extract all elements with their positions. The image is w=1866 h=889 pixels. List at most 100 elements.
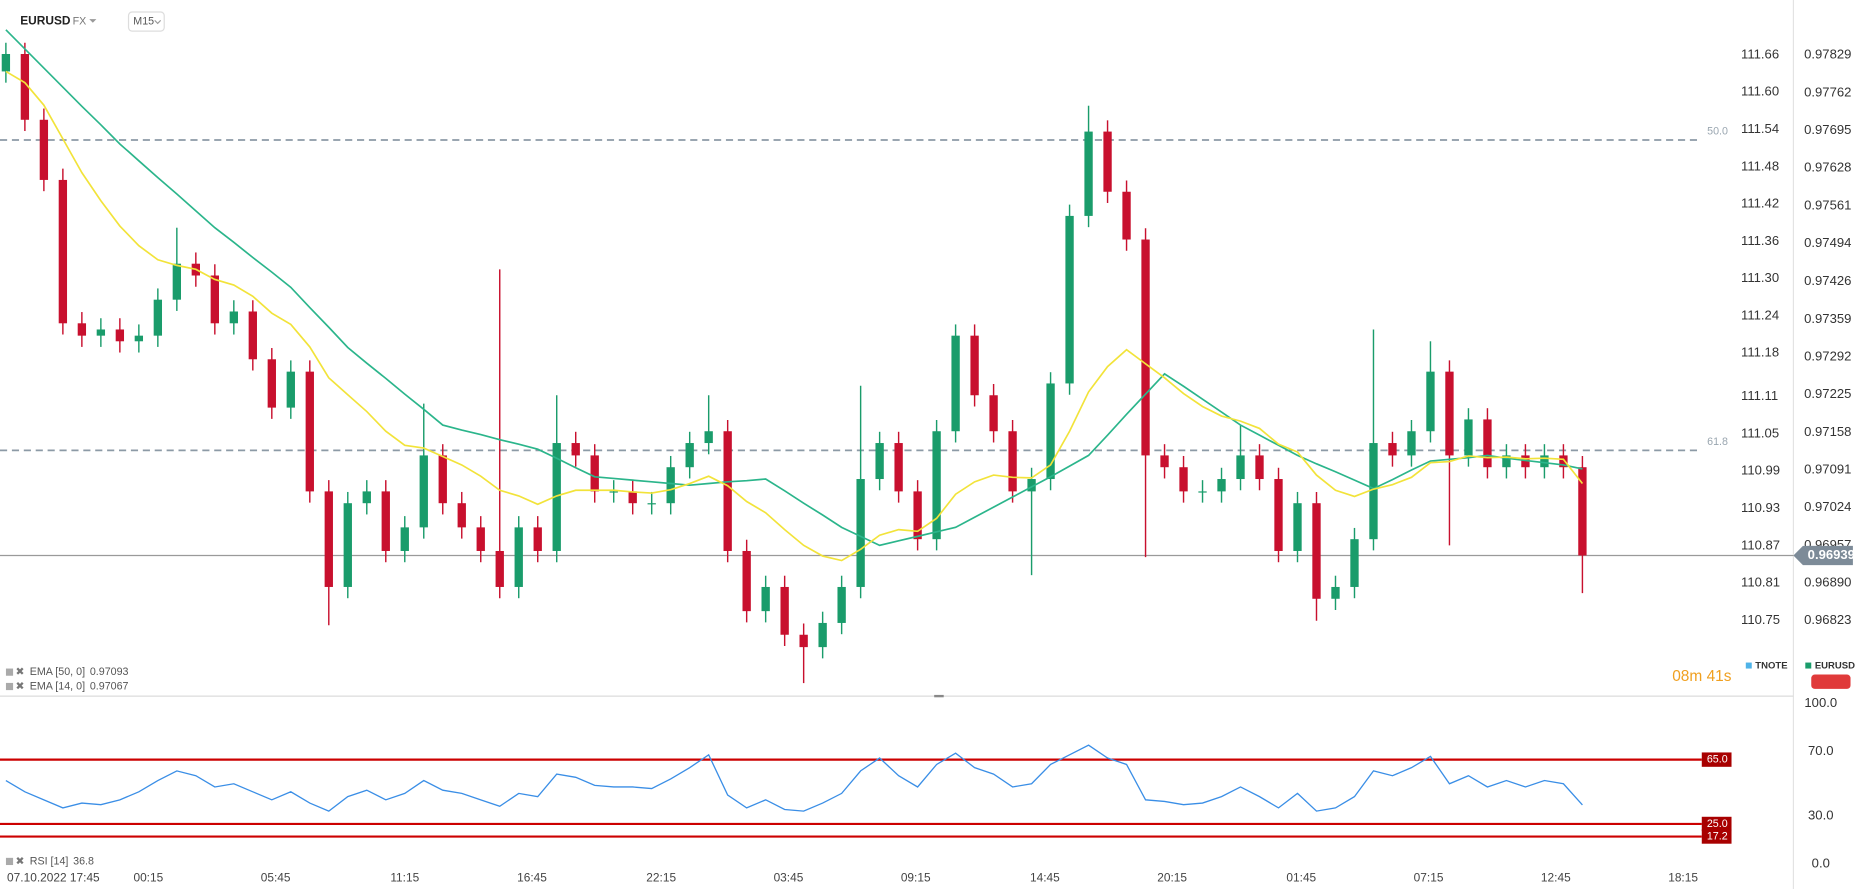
level-badge — [1701, 752, 1732, 767]
candle-body — [666, 467, 675, 504]
y2-tick-label: 111.36 — [1741, 233, 1779, 248]
legend-swatch — [1745, 662, 1752, 669]
candle-body — [1, 53, 11, 72]
y-tick-label: 0.97225 — [1804, 386, 1851, 401]
candle-body — [457, 503, 466, 528]
legend-icon — [5, 857, 14, 866]
indicator-line — [5, 70, 1584, 562]
candle-body — [1312, 503, 1321, 599]
y-tick-label: 0.97426 — [1804, 273, 1851, 288]
candle-body — [362, 491, 371, 504]
legend-value: 36.8 — [73, 855, 94, 867]
candle-body — [875, 443, 884, 480]
candle-body — [1236, 455, 1245, 480]
y2-tick-label: 110.93 — [1741, 500, 1780, 515]
candle-body — [837, 586, 846, 623]
candle-body — [628, 491, 637, 504]
candle-body — [324, 491, 333, 587]
candle-body — [1407, 431, 1416, 456]
timeframe[interactable]: M15 — [133, 15, 154, 27]
legend-remove[interactable]: ✖ — [15, 855, 24, 867]
candle-body — [1483, 419, 1492, 468]
candle-body — [1084, 131, 1093, 216]
x-tick-label: 20:15 — [1157, 870, 1187, 884]
level-badge — [1701, 829, 1732, 844]
legend-name: EMA [50, 0] — [30, 666, 85, 678]
y2-tick-label: 111.66 — [1741, 46, 1779, 61]
level-badge — [1701, 816, 1732, 832]
legend-name: RSI [14] — [30, 855, 69, 867]
candle-body — [39, 119, 49, 180]
candle-body — [647, 503, 656, 505]
candle-body — [1445, 371, 1454, 456]
countdown: 08m 41s — [1672, 668, 1732, 685]
y2-tick-label: 111.05 — [1741, 425, 1779, 440]
last-price-tag — [1793, 545, 1853, 566]
y-tick-label: 0.97494 — [1804, 235, 1851, 250]
timeframe-box[interactable] — [127, 11, 165, 32]
candle-body — [552, 443, 561, 551]
y-tick-label: 0.97091 — [1804, 461, 1851, 476]
level-label: 17.2 — [1707, 830, 1728, 842]
candle-body — [134, 335, 144, 342]
market: FX — [73, 15, 87, 27]
legend-entry: EMA [50, 0] 0.97093 — [30, 666, 129, 678]
candle-body — [761, 586, 770, 612]
y2-tick-label: 111.60 — [1741, 84, 1779, 99]
candle-body — [856, 479, 865, 587]
market-dropdown[interactable] — [89, 19, 97, 23]
candle-body — [172, 263, 182, 300]
candle-body — [1293, 503, 1302, 551]
candle-body — [970, 335, 979, 396]
x-tick-label: 00:15 — [133, 870, 163, 884]
level-label: 61.8 — [1707, 436, 1728, 448]
candle-body — [818, 622, 827, 648]
candle-body — [381, 491, 390, 551]
candle-body — [1122, 191, 1131, 240]
candle-body — [115, 329, 125, 342]
candle-body — [20, 53, 30, 120]
candle-body — [1103, 131, 1112, 192]
candle-body — [1350, 539, 1359, 587]
indicator-line — [5, 29, 1583, 547]
candle-body — [1217, 479, 1226, 492]
candle-body — [495, 550, 504, 587]
legend-remove[interactable]: ✖ — [15, 680, 24, 692]
candle-body — [1179, 467, 1188, 492]
candle-body — [248, 311, 257, 360]
y2-tick-label: 110.81 — [1741, 575, 1780, 590]
level-label: 25.0 — [1707, 818, 1728, 830]
candle-body — [343, 503, 352, 587]
candle-body — [153, 299, 163, 336]
legend-icon — [5, 682, 14, 691]
y-tick-label: 0.97292 — [1804, 348, 1851, 363]
last-price-label: 0.96939 — [1808, 547, 1855, 562]
x-tick-label: 22:15 — [646, 870, 676, 884]
candle-body — [1255, 455, 1264, 480]
symbol[interactable]: EURUSD — [20, 14, 71, 28]
rsi-line — [5, 744, 1583, 812]
candle-body — [1141, 239, 1150, 456]
x-tick-label: 07.10.2022 17:45 — [7, 870, 100, 884]
candle-body — [590, 455, 599, 492]
candle-body — [77, 323, 87, 336]
y-tick-label: 0.97695 — [1804, 122, 1851, 137]
legend-entry: EMA [14, 0] 0.97067 — [30, 680, 129, 692]
x-tick-label: 16:45 — [517, 870, 547, 884]
y-tick-label: 0.97359 — [1804, 311, 1851, 326]
y-tick-label: 0.97561 — [1804, 197, 1851, 212]
x-tick-label: 01:45 — [1286, 870, 1316, 884]
candle-body — [932, 431, 941, 540]
legend-badge — [1811, 674, 1851, 689]
candle-body — [1502, 455, 1511, 468]
candle-body — [1426, 371, 1435, 432]
candle-body — [400, 527, 409, 551]
candle-body — [533, 527, 542, 551]
x-tick-label: 14:45 — [1030, 870, 1060, 884]
candle-body — [1559, 455, 1568, 468]
timeframe-dropdown[interactable] — [154, 19, 162, 25]
legend-remove[interactable]: ✖ — [15, 666, 24, 678]
candle-body — [989, 395, 998, 432]
candle-body — [951, 335, 960, 432]
candle-body — [685, 443, 694, 468]
